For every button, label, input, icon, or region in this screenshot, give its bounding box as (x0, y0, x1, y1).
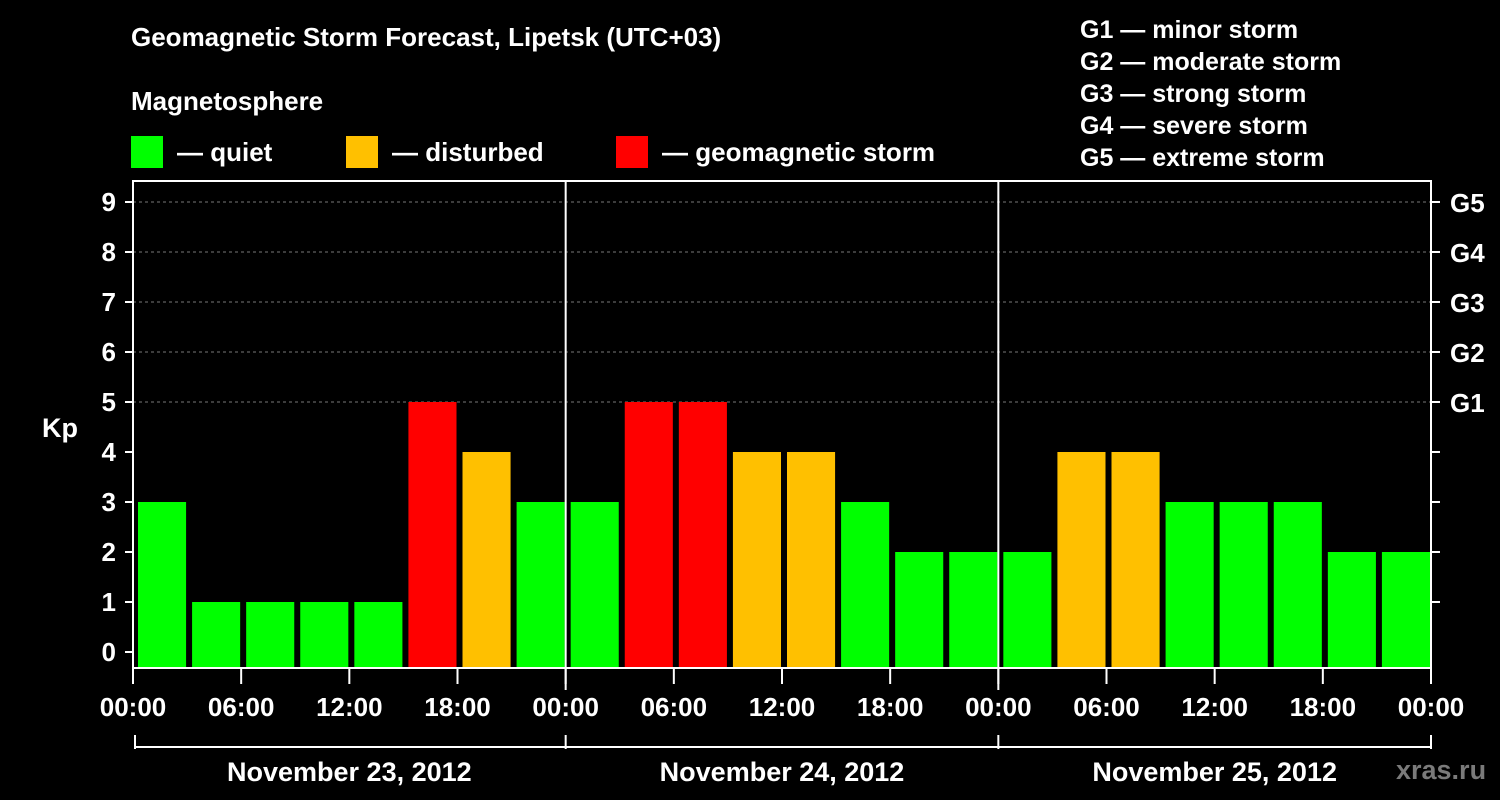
bar-9 (624, 402, 673, 668)
bar-7 (516, 502, 565, 668)
bar-13 (841, 502, 890, 668)
right-tick-label-g2: G2 (1450, 338, 1485, 368)
bar-15 (949, 552, 998, 668)
y-tick-label-8: 8 (102, 237, 116, 267)
right-tick-label-g3: G3 (1450, 288, 1485, 318)
x-tick-label-2: 12:00 (316, 692, 383, 722)
y-tick-label-3: 3 (102, 487, 116, 517)
watermark: xras.ru (1396, 755, 1487, 785)
legend-quiet: — quiet (131, 136, 272, 168)
day-label-1: November 24, 2012 (660, 757, 905, 787)
bar-1 (192, 602, 241, 668)
y-tick-label-7: 7 (102, 287, 116, 317)
legend-label-quiet: — quiet (177, 136, 273, 167)
x-tick-label-11: 18:00 (1290, 692, 1357, 722)
bar-19 (1165, 502, 1214, 668)
x-tick-label-10: 12:00 (1181, 692, 1248, 722)
x-tick-label-0: 00:00 (100, 692, 167, 722)
bar-5 (408, 402, 457, 668)
bar-17 (1057, 452, 1106, 668)
right-tick-label-g1: G1 (1450, 388, 1485, 418)
bar-23 (1381, 552, 1430, 668)
storm-level-g2: G2 — moderate storm (1080, 48, 1342, 76)
day-label-2: November 25, 2012 (1092, 757, 1337, 787)
legend-label-disturbed: — disturbed (392, 136, 544, 167)
x-tick-label-7: 18:00 (857, 692, 924, 722)
legend-swatch-quiet (131, 136, 163, 168)
x-tick-label-1: 06:00 (208, 692, 275, 722)
x-tick-label-4: 00:00 (532, 692, 599, 722)
legend-swatch-disturbed (346, 136, 378, 168)
bar-20 (1219, 502, 1268, 668)
x-tick-label-8: 00:00 (965, 692, 1032, 722)
y-tick-label-5: 5 (102, 387, 116, 417)
bar-6 (462, 452, 511, 668)
right-tick-label-g5: G5 (1450, 188, 1485, 218)
y-tick-label-1: 1 (102, 587, 116, 617)
bar-0 (138, 502, 187, 668)
legend-swatch-storm (616, 136, 648, 168)
legend-storm: — geomagnetic storm (616, 136, 935, 168)
bar-16 (1003, 552, 1052, 668)
y-tick-label-0: 0 (102, 637, 116, 667)
bar-4 (354, 602, 403, 668)
bar-8 (570, 502, 619, 668)
bar-18 (1111, 452, 1160, 668)
x-tick-label-6: 12:00 (749, 692, 816, 722)
x-tick-label-3: 18:00 (424, 692, 491, 722)
storm-level-g1: G1 — minor storm (1080, 16, 1299, 44)
storm-level-g5: G5 — extreme storm (1080, 144, 1325, 172)
bar-21 (1273, 502, 1322, 668)
y-tick-label-4: 4 (102, 437, 117, 467)
x-tick-label-9: 06:00 (1073, 692, 1140, 722)
day-label-0: November 23, 2012 (227, 757, 472, 787)
right-tick-label-g4: G4 (1450, 238, 1485, 268)
bar-22 (1327, 552, 1376, 668)
storm-level-g4: G4 — severe storm (1080, 112, 1308, 140)
legend-label-storm: — geomagnetic storm (662, 136, 936, 167)
legend-disturbed: — disturbed (346, 136, 544, 168)
bar-11 (732, 452, 781, 668)
y-axis-label: Kp (42, 413, 78, 443)
bar-2 (246, 602, 295, 668)
chart-title: Geomagnetic Storm Forecast, Lipetsk (UTC… (131, 22, 722, 52)
bar-10 (678, 402, 727, 668)
bar-3 (300, 602, 349, 668)
storm-levels-legend: G1 — minor storm G2 — moderate storm G3 … (1080, 14, 1341, 174)
y-tick-label-6: 6 (102, 337, 116, 367)
y-tick-label-9: 9 (102, 187, 116, 217)
y-tick-label-2: 2 (102, 537, 116, 567)
chart-subtitle: Magnetosphere (131, 86, 324, 116)
storm-level-g3: G3 — strong storm (1080, 80, 1307, 108)
x-tick-label-12: 00:00 (1398, 692, 1465, 722)
bar-14 (895, 552, 944, 668)
bar-12 (787, 452, 836, 668)
x-tick-label-5: 06:00 (641, 692, 708, 722)
